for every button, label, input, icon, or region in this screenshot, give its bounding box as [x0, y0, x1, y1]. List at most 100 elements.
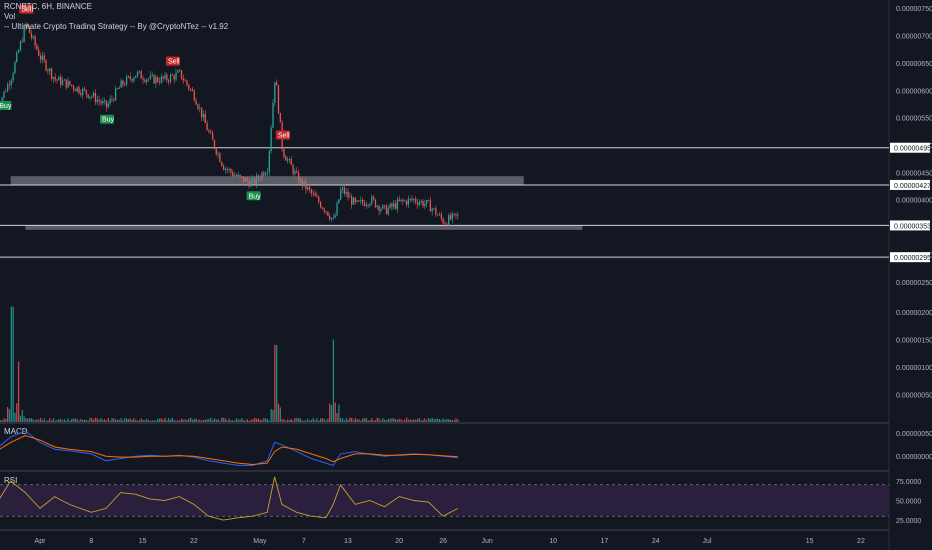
- candle-body: [286, 159, 289, 161]
- candle-body: [420, 201, 422, 203]
- volume-bar: [329, 403, 331, 422]
- candle-body: [427, 200, 430, 201]
- candle-body: [415, 199, 417, 203]
- candle-body: [305, 181, 307, 190]
- candle-body: [166, 74, 168, 81]
- volume-bar: [195, 418, 197, 422]
- candle-body: [374, 199, 377, 208]
- volume-bar: [383, 419, 386, 422]
- volume-bar: [124, 418, 126, 422]
- candle-body: [91, 96, 93, 98]
- time-tick-label: 10: [549, 538, 557, 545]
- volume-bar: [239, 419, 241, 422]
- candle-body: [451, 213, 453, 220]
- candle-body: [47, 70, 49, 72]
- candle-body: [188, 84, 190, 90]
- rsi-tick-label: 25.0000: [896, 518, 921, 525]
- candle-body: [83, 88, 86, 90]
- candle-body: [268, 150, 270, 173]
- candle-body: [424, 203, 426, 207]
- strategy-label: -- Ultimate Crypto Trading Strategy -- B…: [4, 22, 229, 31]
- volume-bar: [277, 403, 280, 422]
- volume-bar: [354, 418, 356, 422]
- volume-bar: [3, 418, 5, 422]
- candle-body: [363, 202, 366, 206]
- buy-signal-badge[interactable]: [0, 101, 12, 111]
- volume-bar: [286, 419, 289, 422]
- candle-body: [107, 103, 109, 108]
- price-tick-label: 0.00000450: [896, 170, 932, 177]
- volume-bar: [211, 420, 214, 422]
- volume-bar: [232, 420, 234, 422]
- candle-body: [400, 199, 402, 202]
- sell-signal-badge[interactable]: [275, 130, 290, 140]
- volume-bar: [279, 407, 281, 422]
- candle-body: [383, 205, 386, 207]
- candle-body: [96, 99, 98, 103]
- volume-bar: [199, 419, 201, 422]
- volume-bar: [173, 419, 175, 422]
- candle-body: [307, 187, 309, 190]
- candle-body: [393, 203, 395, 207]
- candle-body: [195, 100, 197, 105]
- volume-bar: [292, 420, 294, 422]
- volume-bar: [418, 418, 421, 422]
- candle-body: [257, 175, 260, 179]
- volume-bar: [416, 419, 419, 422]
- candle-body: [265, 173, 267, 176]
- candle-body: [215, 148, 217, 155]
- candle-body: [433, 208, 435, 209]
- level-label: 0.00000295: [894, 255, 931, 262]
- buy-signal-badge[interactable]: [99, 114, 114, 124]
- candle-body: [308, 187, 311, 190]
- volume-bar: [451, 420, 453, 422]
- volume-bar: [305, 420, 307, 422]
- volume-bar: [340, 418, 342, 422]
- volume-bar: [208, 418, 210, 422]
- volume-bar: [272, 409, 274, 422]
- volume-bar: [226, 420, 228, 422]
- candle-body: [248, 181, 250, 187]
- sell-signal-label: Sell: [21, 7, 33, 14]
- volume-bar: [197, 420, 199, 422]
- volume-bar: [45, 420, 47, 422]
- volume-bar: [297, 417, 300, 422]
- candle-body: [177, 71, 179, 73]
- time-tick-label: May: [253, 538, 267, 545]
- buy-signal-badge[interactable]: [246, 191, 261, 201]
- time-tick-label: 15: [806, 538, 814, 545]
- support-resistance-zone: [25, 225, 583, 230]
- candle-body: [105, 100, 108, 108]
- volume-bar: [149, 420, 152, 422]
- candle-body: [347, 191, 349, 198]
- sell-signal-badge[interactable]: [19, 4, 34, 14]
- candle-body: [332, 217, 335, 219]
- candle-body: [120, 80, 122, 88]
- candle-body: [243, 176, 245, 182]
- candle-body: [325, 211, 327, 213]
- candle-body: [416, 202, 419, 205]
- candle-body: [252, 178, 254, 181]
- volume-bar: [219, 420, 221, 422]
- volume-bar: [80, 418, 82, 422]
- buy-signal-label: Buy: [0, 103, 12, 110]
- volume-bar: [182, 419, 184, 422]
- volume-bar: [58, 419, 60, 422]
- candle-body: [7, 84, 9, 92]
- candle-body: [169, 74, 172, 82]
- candle-body: [437, 214, 439, 216]
- candle-body: [440, 214, 443, 219]
- candle-body: [41, 55, 44, 60]
- volume-bar: [244, 420, 247, 422]
- volume-bar: [93, 419, 95, 422]
- candle-body: [109, 98, 111, 104]
- volume-bar: [420, 420, 422, 422]
- candle-body: [444, 223, 446, 225]
- time-tick-label: 8: [89, 538, 93, 545]
- candle-body: [365, 204, 367, 206]
- volume-bar: [310, 419, 313, 422]
- price-tick-label: 0.00000250: [896, 280, 932, 287]
- volume-bar: [299, 418, 302, 422]
- sell-signal-badge[interactable]: [165, 56, 180, 66]
